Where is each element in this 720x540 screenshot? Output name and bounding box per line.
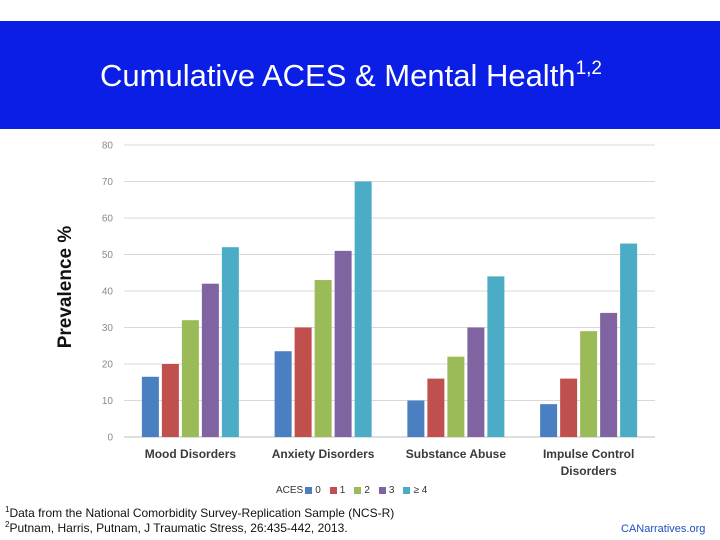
- legend-item: 3: [378, 485, 395, 496]
- bar: [620, 243, 638, 437]
- footnote-2-text: Putnam, Harris, Putnam, J Traumatic Stre…: [9, 521, 348, 535]
- y-tick-label: 20: [102, 360, 114, 371]
- legend-label: ≥ 4: [413, 485, 428, 496]
- legend-item: 2: [354, 485, 370, 496]
- legend-swatch: [305, 487, 313, 494]
- y-tick-label: 80: [102, 141, 114, 152]
- footnote-1-text: Data from the National Comorbidity Surve…: [9, 506, 395, 520]
- bar: [201, 283, 219, 437]
- footnote-1-marker: 1: [5, 505, 10, 514]
- legend-label: 3: [388, 485, 395, 496]
- bar: [427, 378, 445, 437]
- bar: [600, 312, 618, 437]
- bar: [314, 280, 332, 437]
- bar: [354, 181, 372, 437]
- x-category-label: Substance Abuse: [406, 447, 507, 461]
- legend-swatch: [403, 487, 411, 494]
- footnote-2: 2Putnam, Harris, Putnam, J Traumatic Str…: [5, 520, 348, 535]
- legend-item: 0: [305, 485, 321, 496]
- x-category-label: Impulse Control: [543, 447, 634, 461]
- y-tick-label: 30: [102, 323, 114, 334]
- footnote-2-marker: 2: [5, 520, 10, 529]
- slide-title-superscript: 1,2: [575, 58, 602, 79]
- bar: [467, 327, 485, 437]
- legend-item: ≥ 4: [403, 485, 427, 496]
- title-banner: [0, 21, 720, 129]
- bar: [181, 320, 199, 437]
- slide-title-text: Cumulative ACES & Mental Health: [100, 58, 576, 93]
- y-tick-label: 0: [107, 433, 113, 444]
- x-category-label: Disorders: [561, 464, 617, 478]
- footnote-1: 1Data from the National Comorbidity Surv…: [5, 505, 394, 520]
- bar: [560, 378, 578, 437]
- legend-swatch: [378, 487, 386, 494]
- bar: [141, 376, 159, 437]
- bar: [161, 364, 179, 437]
- bar: [580, 331, 598, 437]
- bar: [221, 247, 239, 437]
- bar: [447, 356, 465, 437]
- credit-link[interactable]: CANarratives.org: [621, 523, 706, 535]
- bar: [540, 404, 558, 437]
- y-tick-label: 10: [102, 396, 114, 407]
- y-tick-label: 60: [102, 214, 114, 225]
- legend-title: ACES: [276, 485, 304, 496]
- bar: [407, 400, 425, 437]
- legend-swatch: [354, 487, 362, 494]
- slide-title: Cumulative ACES & Mental Health1,2: [100, 58, 602, 94]
- legend-label: 0: [315, 485, 321, 496]
- legend-label: 1: [339, 485, 346, 496]
- x-category-label: Anxiety Disorders: [272, 447, 375, 461]
- bar: [334, 250, 352, 437]
- legend-items: 0 1 2 3 ≥ 4: [305, 485, 436, 496]
- bar: [487, 276, 505, 437]
- y-tick-label: 50: [102, 250, 114, 261]
- chart-legend: ACES 0 1 2 3 ≥ 4: [276, 485, 436, 496]
- y-tick-label: 70: [102, 177, 114, 188]
- x-category-label: Mood Disorders: [145, 447, 237, 461]
- bar: [274, 351, 292, 437]
- legend-item: 1: [329, 485, 346, 496]
- legend-label: 2: [364, 485, 370, 496]
- legend-swatch: [329, 487, 337, 494]
- y-tick-label: 40: [102, 287, 114, 298]
- bar: [294, 327, 312, 437]
